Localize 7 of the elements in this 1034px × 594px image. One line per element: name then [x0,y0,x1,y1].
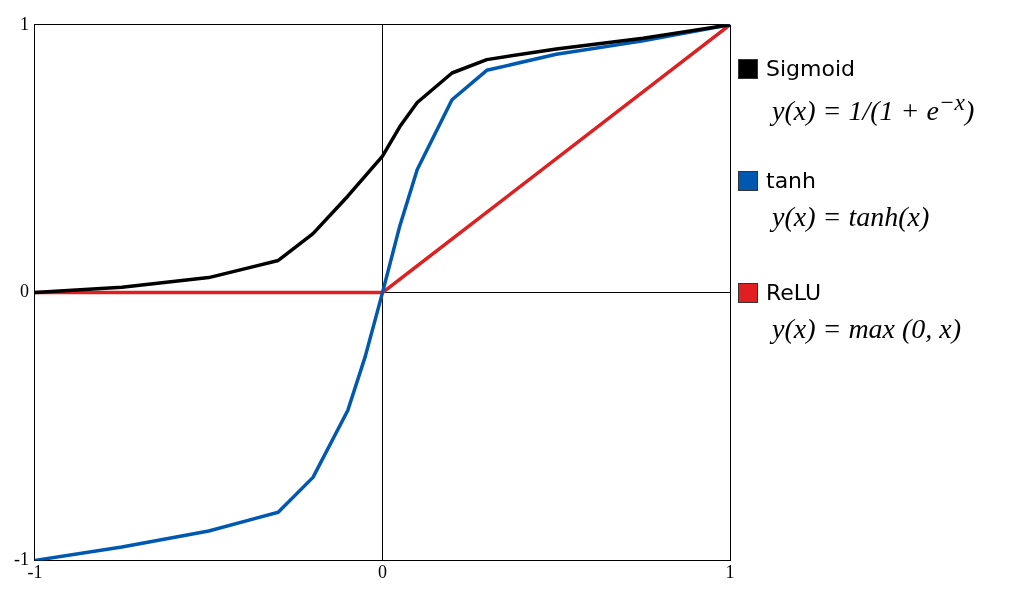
legend-label: ReLU [766,280,822,305]
legend-label: tanh [766,168,816,193]
legend-label: Sigmoid [766,56,856,81]
y-tick-label: 1 [19,13,29,34]
x-tick-label: 0 [378,561,387,582]
x-tick-label: 1 [725,561,735,582]
y-tick-label: 0 [19,281,29,302]
